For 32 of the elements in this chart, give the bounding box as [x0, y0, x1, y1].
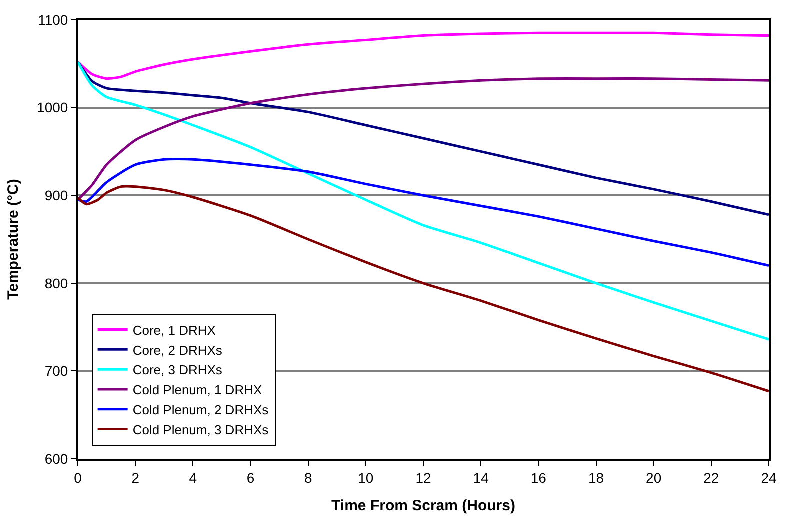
x-tick-label: 6 [246, 470, 255, 486]
x-axis-title: Time From Scram (Hours) [332, 497, 516, 514]
y-tick-label: 800 [44, 275, 68, 292]
x-tick-label: 18 [588, 470, 604, 486]
legend-label: Cold Plenum, 1 DRHX [132, 382, 262, 398]
y-tick-label: 600 [44, 450, 68, 467]
x-tick-label: 4 [189, 470, 198, 486]
legend-label: Cold Plenum, 2 DRHXs [132, 402, 270, 418]
x-tick-label: 0 [74, 470, 82, 486]
line-series [78, 158, 769, 268]
x-tick-label: 20 [646, 470, 662, 486]
y-tick-label: 900 [44, 188, 68, 204]
y-tick-label: 1100 [38, 12, 68, 28]
line-series [78, 78, 769, 202]
legend-label: Cold Plenum, 3 DRHXs [132, 422, 270, 438]
x-tick-label: 10 [358, 470, 374, 486]
x-tick-label: 2 [132, 470, 140, 486]
line-series [78, 60, 769, 341]
legend-label: Core, 1 DRHX [132, 322, 216, 338]
y-tick-label: 1000 [37, 100, 68, 116]
x-tick-label: 12 [416, 470, 432, 486]
legend-label: Core, 3 DRHXs [132, 362, 223, 378]
x-tick-label: 8 [304, 470, 312, 486]
x-tick-label: 14 [473, 470, 490, 486]
x-tick-label: 24 [761, 470, 777, 486]
y-axis-title: Temperature (°C) [4, 179, 22, 300]
legend-label: Core, 2 DRHXs [132, 342, 223, 358]
line-series [78, 60, 769, 216]
x-tick-label: 16 [530, 470, 547, 486]
line-series [78, 32, 769, 80]
x-tick-label: 22 [704, 470, 720, 486]
y-tick-label: 700 [44, 363, 68, 380]
